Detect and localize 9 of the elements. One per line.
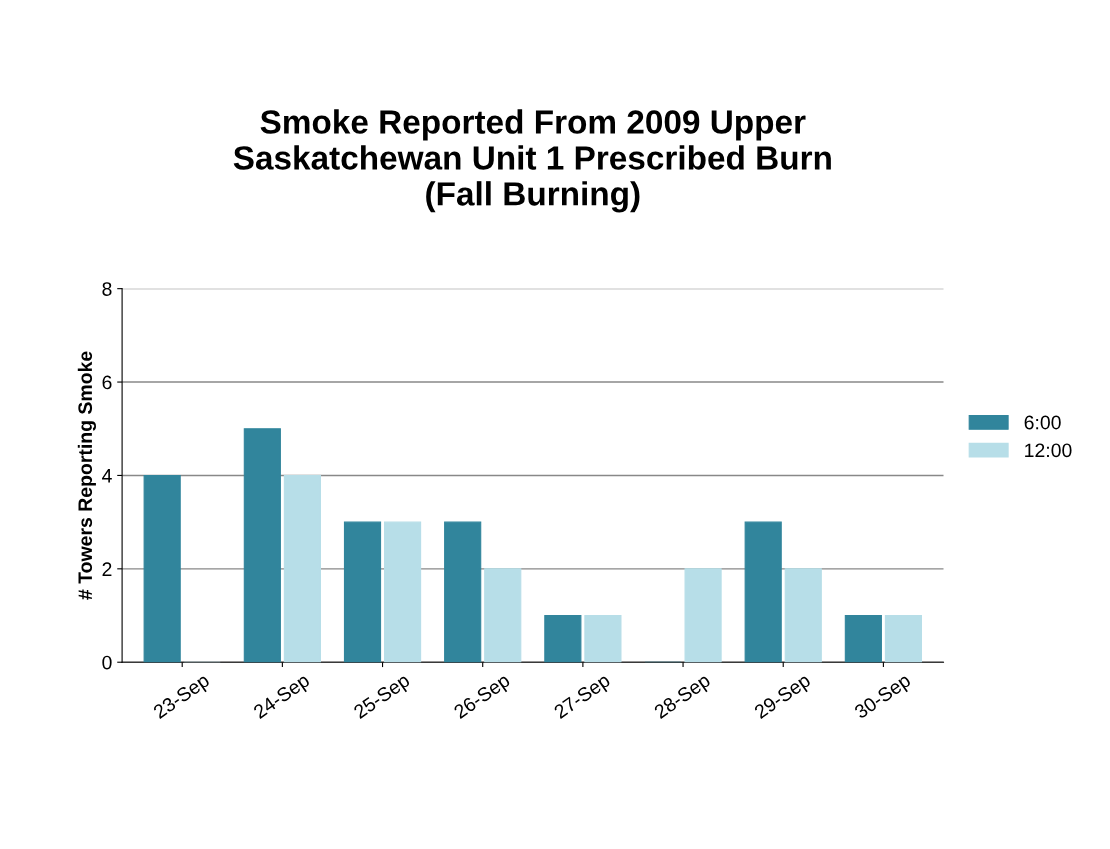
- legend-label: 12:00: [1025, 443, 1072, 458]
- y-tick-label: 8: [102, 282, 112, 296]
- y-tick-label: 4: [102, 469, 112, 483]
- legend-label: 6:00: [1024, 415, 1061, 430]
- y-tick-label: 0: [102, 655, 112, 670]
- chart-title: Smoke Reported From 2009 Upper Saskatchewan Unit 1 Prescribed Burn (Fall Burning): [233, 109, 831, 213]
- y-axis-title: # Towers Reporting Smoke: [77, 351, 97, 600]
- y-tick-label: 2: [102, 562, 112, 576]
- y-tick-label: 6: [102, 375, 112, 390]
